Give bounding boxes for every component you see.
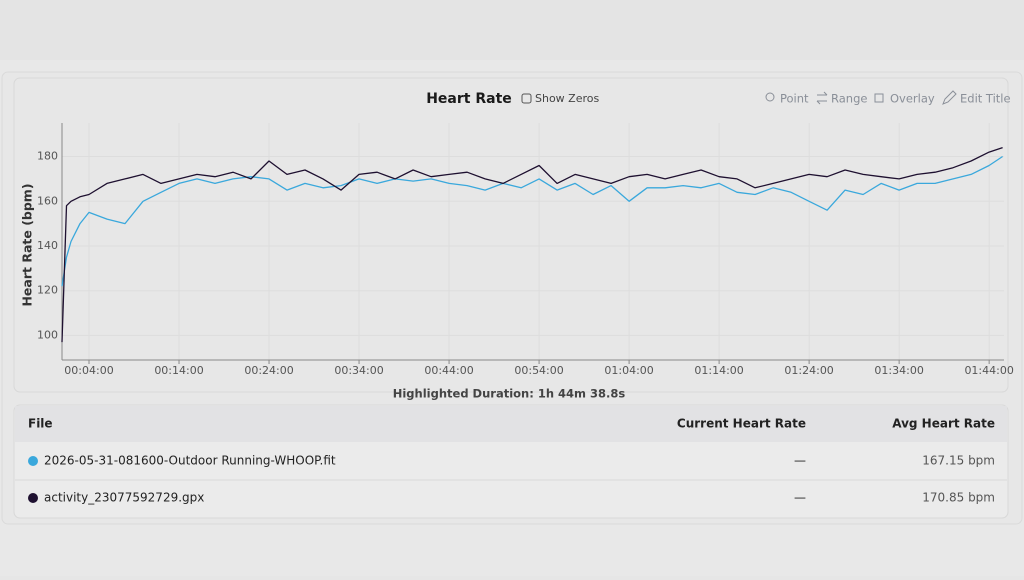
show-zeros[interactable]: Show Zeros bbox=[535, 92, 599, 105]
y-tick-label: 120 bbox=[37, 284, 58, 297]
range-button[interactable]: Range bbox=[831, 92, 867, 106]
y-tick-label: 160 bbox=[37, 194, 58, 207]
x-tick-label: 00:54:00 bbox=[514, 364, 563, 377]
y-tick-label: 180 bbox=[37, 150, 58, 163]
x-tick-label: 01:04:00 bbox=[604, 364, 653, 377]
table-header-cell: File bbox=[28, 417, 53, 431]
current-value: — bbox=[794, 491, 806, 505]
chart-title: Heart Rate bbox=[426, 91, 512, 107]
edit-icon bbox=[942, 90, 957, 105]
table-header bbox=[15, 406, 1007, 442]
x-tick-label: 00:44:00 bbox=[424, 364, 473, 377]
plot: 100 120 140 160 180 00:04:00 00:14:00 00:24:00 0… bbox=[37, 123, 1014, 377]
y-axis-label: Heart Rate (bpm) bbox=[20, 183, 35, 306]
x-tick-label: 00:24:00 bbox=[244, 364, 293, 377]
legend-dot bbox=[28, 493, 38, 503]
file-name: activity_23077592729.gpx bbox=[44, 491, 204, 505]
chart-card bbox=[13, 77, 1009, 393]
avg-value: 170.85 bpm bbox=[922, 491, 995, 505]
x-tick-label: 00:14:00 bbox=[154, 364, 203, 377]
series-line bbox=[61, 155, 1003, 287]
y-tick-label: 100 bbox=[37, 328, 58, 341]
current-value: — bbox=[794, 454, 806, 468]
legend-dot bbox=[28, 456, 38, 466]
overlay-icon bbox=[874, 93, 884, 103]
point-button[interactable]: Point bbox=[780, 92, 809, 106]
top-band bbox=[0, 0, 1024, 60]
highlighted-duration: Highlighted Duration: 1h 44m 38.8s bbox=[393, 387, 626, 401]
edit-title-button[interactable]: Edit Title bbox=[960, 92, 1011, 106]
overlay-button[interactable]: Overlay bbox=[890, 92, 935, 106]
series-line bbox=[61, 146, 1003, 343]
x-tick-label: 01:14:00 bbox=[694, 364, 743, 377]
x-tick-label: 00:34:00 bbox=[334, 364, 383, 377]
file-name: 2026-05-31-081600-Outdoor Running-WHOOP.… bbox=[44, 454, 336, 468]
table-header-cell: Avg Heart Rate bbox=[892, 417, 995, 431]
table-header-cell: Current Heart Rate bbox=[677, 417, 806, 431]
point-icon bbox=[765, 92, 775, 102]
x-tick-label: 01:34:00 bbox=[874, 364, 923, 377]
x-tick-label: 01:24:00 bbox=[784, 364, 833, 377]
table-body: 2026-05-31-081600-Outdoor Running-WHOOP.… bbox=[28, 454, 995, 505]
y-tick-label: 140 bbox=[37, 239, 58, 252]
x-tick-label: 00:04:00 bbox=[64, 364, 113, 377]
avg-value: 167.15 bpm bbox=[922, 454, 995, 468]
range-icon bbox=[816, 91, 828, 105]
x-tick-label: 01:44:00 bbox=[964, 364, 1013, 377]
checkbox[interactable] bbox=[521, 93, 532, 104]
